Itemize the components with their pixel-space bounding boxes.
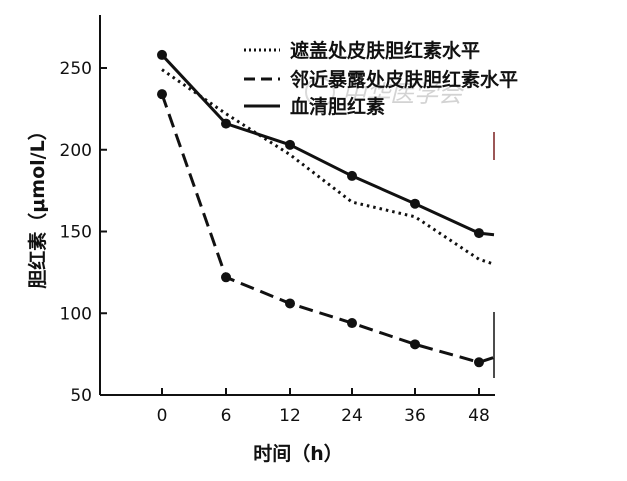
series-serum-point xyxy=(157,49,167,60)
watermark: 中华医学会 xyxy=(305,77,465,108)
series-adjacent-exposed-skin-point xyxy=(410,339,420,350)
y-axis-label: 胆红素（μmol/L） xyxy=(26,121,49,288)
series-serum-point xyxy=(347,170,357,181)
y-tick-label: 100 xyxy=(60,304,92,324)
legend-item-covered-skin: 遮盖处皮肤胆红素水平 xyxy=(244,39,480,62)
legend-item-adjacent-exposed-skin: 邻近暴露处皮肤胆红素水平 xyxy=(244,68,518,91)
y-tick-label: 250 xyxy=(60,59,92,79)
x-tick-label: 36 xyxy=(404,406,426,426)
legend-label-adjacent-exposed-skin: 邻近暴露处皮肤胆红素水平 xyxy=(290,68,518,91)
svg-text:中华医学会: 中华医学会 xyxy=(342,80,465,108)
series-serum-point xyxy=(285,139,295,150)
x-tick-label: 12 xyxy=(279,406,301,426)
legend-item-serum: 血清胆红素 xyxy=(244,95,385,118)
series-serum-point xyxy=(474,228,484,239)
series-adjacent-exposed-skin-line xyxy=(160,93,495,364)
x-tick-label: 24 xyxy=(341,406,363,426)
y-ticks: 50 100 150 200 250 xyxy=(60,59,107,406)
series-adjacent-exposed-skin-point xyxy=(221,272,231,283)
y-tick-label: 150 xyxy=(60,223,92,243)
series-serum-point xyxy=(410,198,420,209)
x-ticks: 0 6 12 24 36 48 xyxy=(157,388,490,426)
series-adjacent-exposed-skin-point xyxy=(474,357,484,368)
series-serum-point xyxy=(221,118,231,129)
legend: 遮盖处皮肤胆红素水平 邻近暴露处皮肤胆红素水平 血清胆红素 xyxy=(244,39,518,118)
series-adjacent-exposed-skin-point xyxy=(347,318,357,329)
y-tick-label: 50 xyxy=(70,386,92,406)
legend-label-serum: 血清胆红素 xyxy=(290,95,385,118)
series-adjacent-exposed-skin-point xyxy=(157,89,167,100)
series-adjacent-exposed-skin-point xyxy=(285,298,295,309)
x-tick-label: 0 xyxy=(157,406,168,426)
x-axis-label: 时间（h） xyxy=(253,442,343,465)
y-tick-label: 200 xyxy=(60,141,92,161)
x-tick-label: 6 xyxy=(221,406,232,426)
legend-label-covered-skin: 遮盖处皮肤胆红素水平 xyxy=(290,39,480,62)
series-layer xyxy=(157,49,495,368)
x-tick-label: 48 xyxy=(468,406,490,426)
